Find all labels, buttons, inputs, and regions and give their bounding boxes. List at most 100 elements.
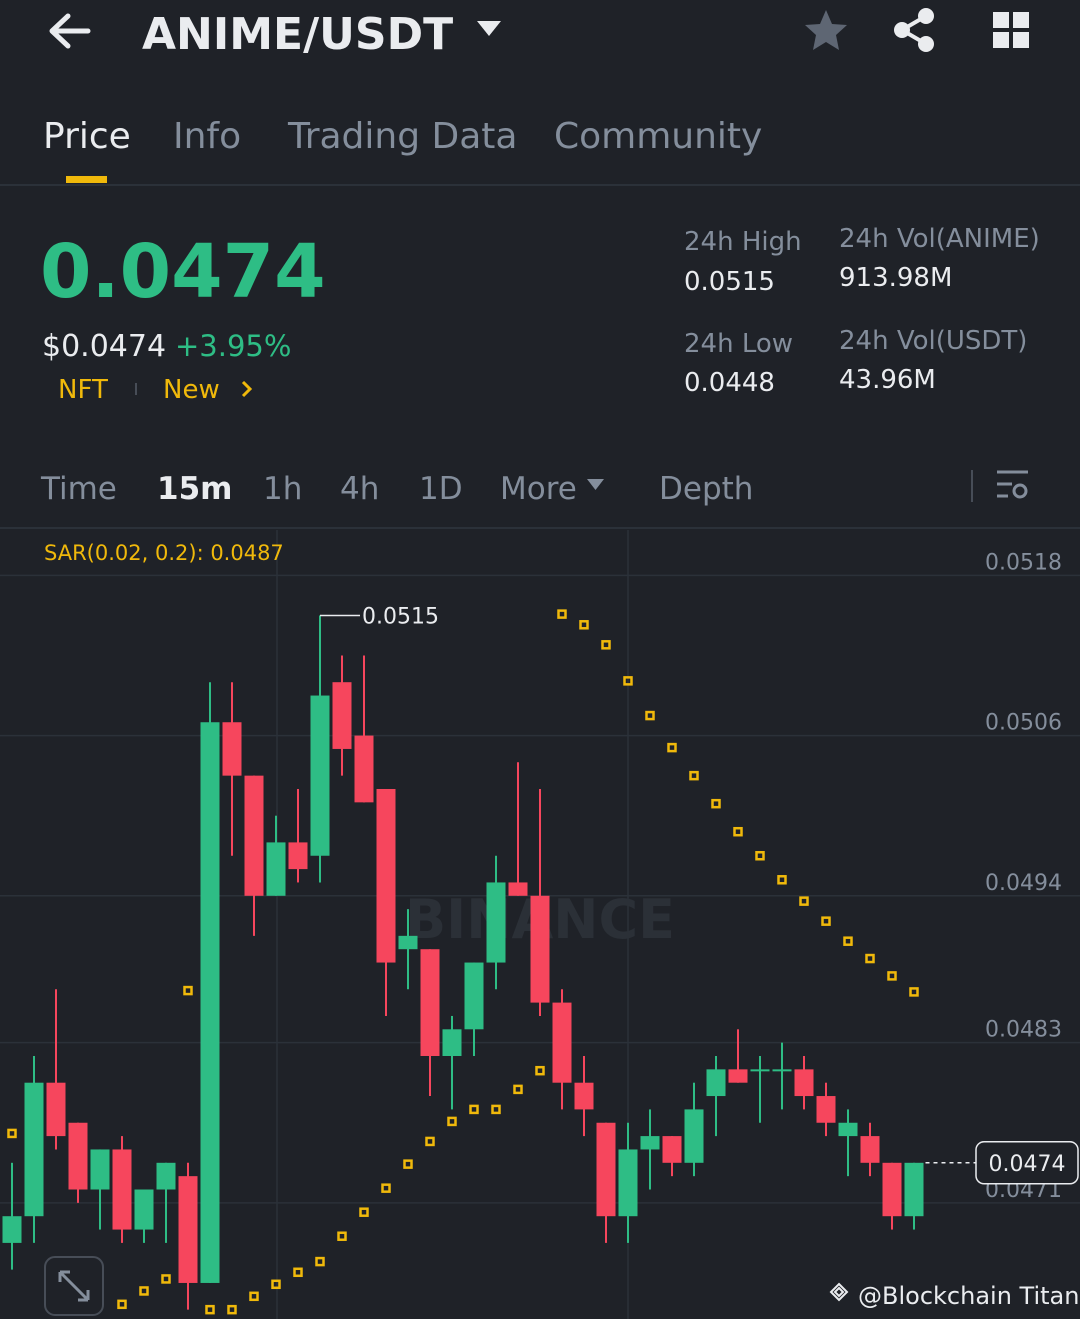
share-icon[interactable] [894, 8, 934, 52]
more-dropdown[interactable] [587, 479, 604, 490]
share-lines [898, 14, 928, 46]
candle-body [750, 1069, 770, 1072]
interval-1h[interactable]: 1h [263, 471, 302, 507]
credit: @Blockchain Titan [858, 1282, 1079, 1310]
tag-nft[interactable]: NFT [58, 375, 108, 405]
sar-dot [425, 1136, 435, 1147]
candle-body [706, 1069, 726, 1097]
indicator-label: SAR(0.02, 0.2): 0.0487 [44, 541, 284, 565]
sar-dot [7, 1128, 17, 1139]
sar-dot [601, 640, 611, 650]
sar-dot [359, 1207, 369, 1217]
sar-dot [909, 987, 919, 997]
candle-body [310, 695, 330, 856]
candle-body [860, 1136, 880, 1163]
candle-body [618, 1149, 638, 1217]
tag-chevron[interactable] [241, 380, 253, 398]
sar-dot [161, 1274, 171, 1284]
candle-body [772, 1069, 792, 1072]
grid-cell [1013, 12, 1029, 28]
interval-more[interactable]: More [500, 471, 577, 507]
candle-body [376, 788, 396, 963]
sar-dot [315, 1256, 325, 1267]
tab-community[interactable]: Community [554, 116, 762, 157]
candle-body [288, 842, 308, 870]
pair-dropdown[interactable] [477, 21, 501, 36]
sar-dot [183, 985, 193, 996]
sar-dot [799, 896, 809, 906]
stat-label: 24h Vol(ANIME) [839, 224, 1040, 254]
candle-body [530, 895, 550, 1003]
stat-value: 0.0448 [684, 368, 775, 398]
interval-1d[interactable]: 1D [419, 471, 463, 507]
candle-body [838, 1122, 858, 1137]
sar-dot [469, 1104, 479, 1115]
grid-menu-icon[interactable] [993, 12, 1029, 48]
candle-body [24, 1082, 44, 1217]
sar-dot [403, 1159, 413, 1169]
tab-info[interactable]: Info [173, 116, 241, 157]
max-price-label: 0.0515 [362, 604, 439, 629]
candle-body [574, 1082, 594, 1110]
sar-dot [557, 609, 567, 619]
sar-dot [865, 953, 875, 964]
candle-body [200, 722, 220, 1283]
sar-dot [491, 1104, 501, 1115]
expand-arrows [58, 1270, 90, 1302]
icon-gear [1012, 483, 1028, 499]
candle-body [178, 1176, 198, 1283]
candle-body [882, 1162, 902, 1217]
candle-body [398, 935, 418, 950]
back-arrow [49, 13, 91, 49]
interval-15m[interactable]: 15m [157, 471, 232, 507]
candle-body [684, 1109, 704, 1163]
sar-dot [689, 770, 699, 781]
interval-4h[interactable]: 4h [340, 471, 379, 507]
candle-body [596, 1122, 616, 1217]
candle-body [68, 1122, 88, 1190]
candle-body [420, 949, 440, 1056]
sar-dot [337, 1231, 347, 1241]
y-tick-label: 0.0518 [985, 550, 1062, 575]
sar-dot [733, 826, 743, 837]
candle-body [728, 1069, 748, 1083]
candle-body [112, 1149, 132, 1230]
sar-dot [513, 1084, 523, 1095]
candle-body [332, 682, 352, 749]
interval-time[interactable]: Time [40, 471, 117, 507]
candle-body [134, 1189, 154, 1230]
candle-body [244, 775, 264, 896]
tab-price[interactable]: Price [43, 116, 131, 157]
sar-dot [887, 971, 897, 981]
last-price-box [975, 1141, 1079, 1185]
stat-value: 0.0515 [684, 267, 775, 297]
stat-label: 24h Low [684, 329, 793, 359]
pair-title[interactable]: ANIME/USDT [142, 9, 453, 60]
candle-body [354, 735, 374, 803]
candle-body [2, 1216, 22, 1243]
candle-body [90, 1149, 110, 1190]
fullscreen-button[interactable] [44, 1256, 104, 1316]
stat-value: 913.98M [839, 263, 952, 293]
candle-body [904, 1162, 924, 1217]
sar-dot [777, 875, 787, 885]
sar-dot [843, 936, 853, 946]
sar-dot [271, 1279, 281, 1290]
sar-dot [579, 620, 589, 630]
chart-settings-icon[interactable] [997, 470, 1028, 499]
grid-cell [993, 12, 1009, 28]
credit-logo [829, 1282, 849, 1302]
stat-label: 24h Vol(USDT) [839, 326, 1027, 356]
depth-tab[interactable]: Depth [659, 471, 753, 507]
stat-value: 43.96M [839, 365, 936, 395]
tag-new[interactable]: New [163, 375, 220, 405]
candle-body [266, 842, 286, 896]
favorite-icon[interactable] [805, 10, 847, 50]
candle-body [816, 1096, 836, 1123]
tab-trading-data[interactable]: Trading Data [287, 116, 517, 157]
candle-body [662, 1136, 682, 1163]
back-button[interactable] [49, 13, 91, 49]
grid-cell [1013, 32, 1029, 48]
